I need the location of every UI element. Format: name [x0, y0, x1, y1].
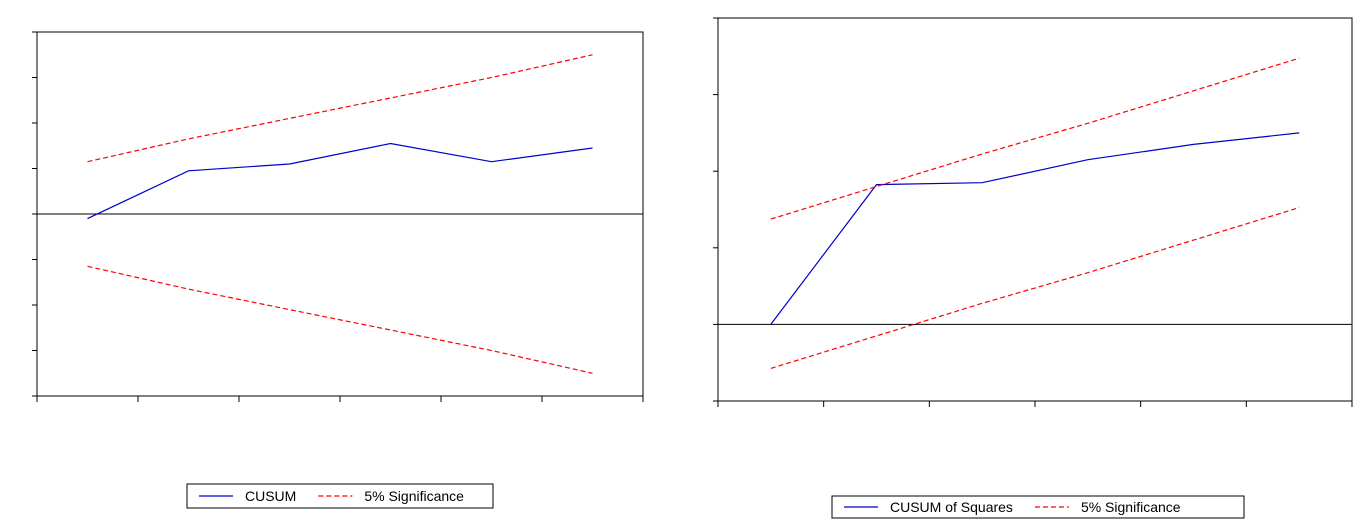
chart2-plot-frame — [717, 17, 1353, 402]
chart1-legend-label-significance: 5% Significance — [364, 488, 464, 504]
chart2-legend-label-significance: 5% Significance — [1081, 499, 1181, 515]
chart2-cusum-line — [770, 132, 1300, 325]
chart1-legend-label-cusum: CUSUM — [245, 488, 296, 504]
chart2-upper-significance-line — [770, 57, 1300, 220]
chart1-cusum-line — [87, 142, 593, 220]
chart1-legend-box — [186, 483, 494, 509]
chart1-upper-significance-line — [87, 54, 593, 163]
chart2-lower-significance-line — [770, 207, 1300, 369]
chart2-legend-label-cusum: CUSUM of Squares — [890, 499, 1013, 515]
chart1-lower-significance-line — [87, 265, 593, 374]
